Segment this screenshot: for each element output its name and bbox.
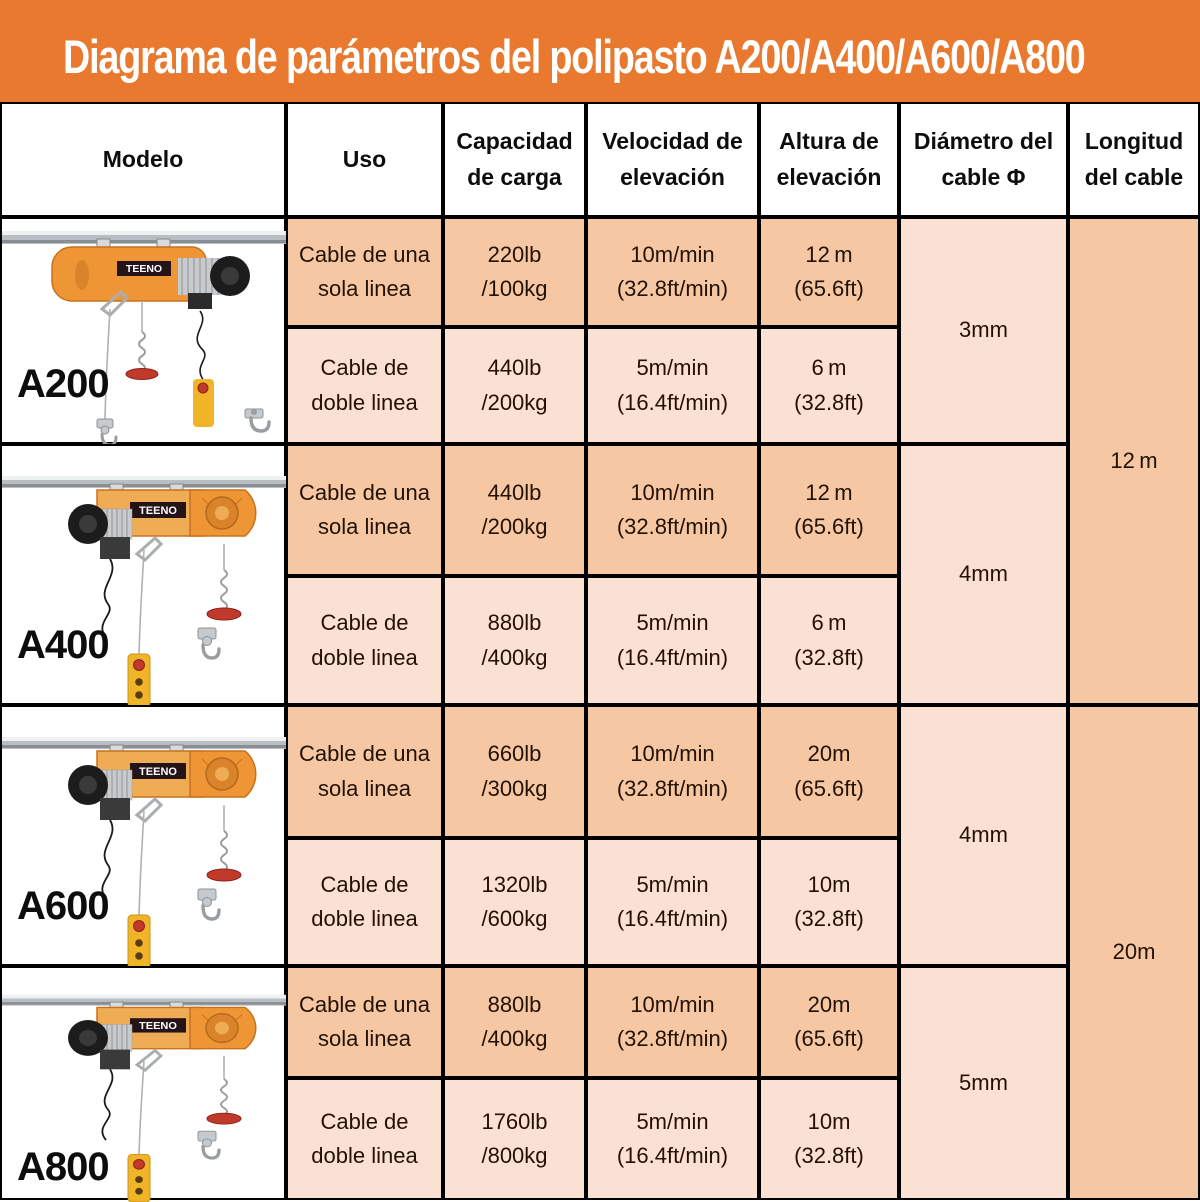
svg-text:TEENO: TEENO [139,1021,177,1031]
svg-text:TEENO: TEENO [139,766,177,778]
svg-text:TEENO: TEENO [139,505,177,517]
svg-text:TEENO: TEENO [126,263,162,275]
